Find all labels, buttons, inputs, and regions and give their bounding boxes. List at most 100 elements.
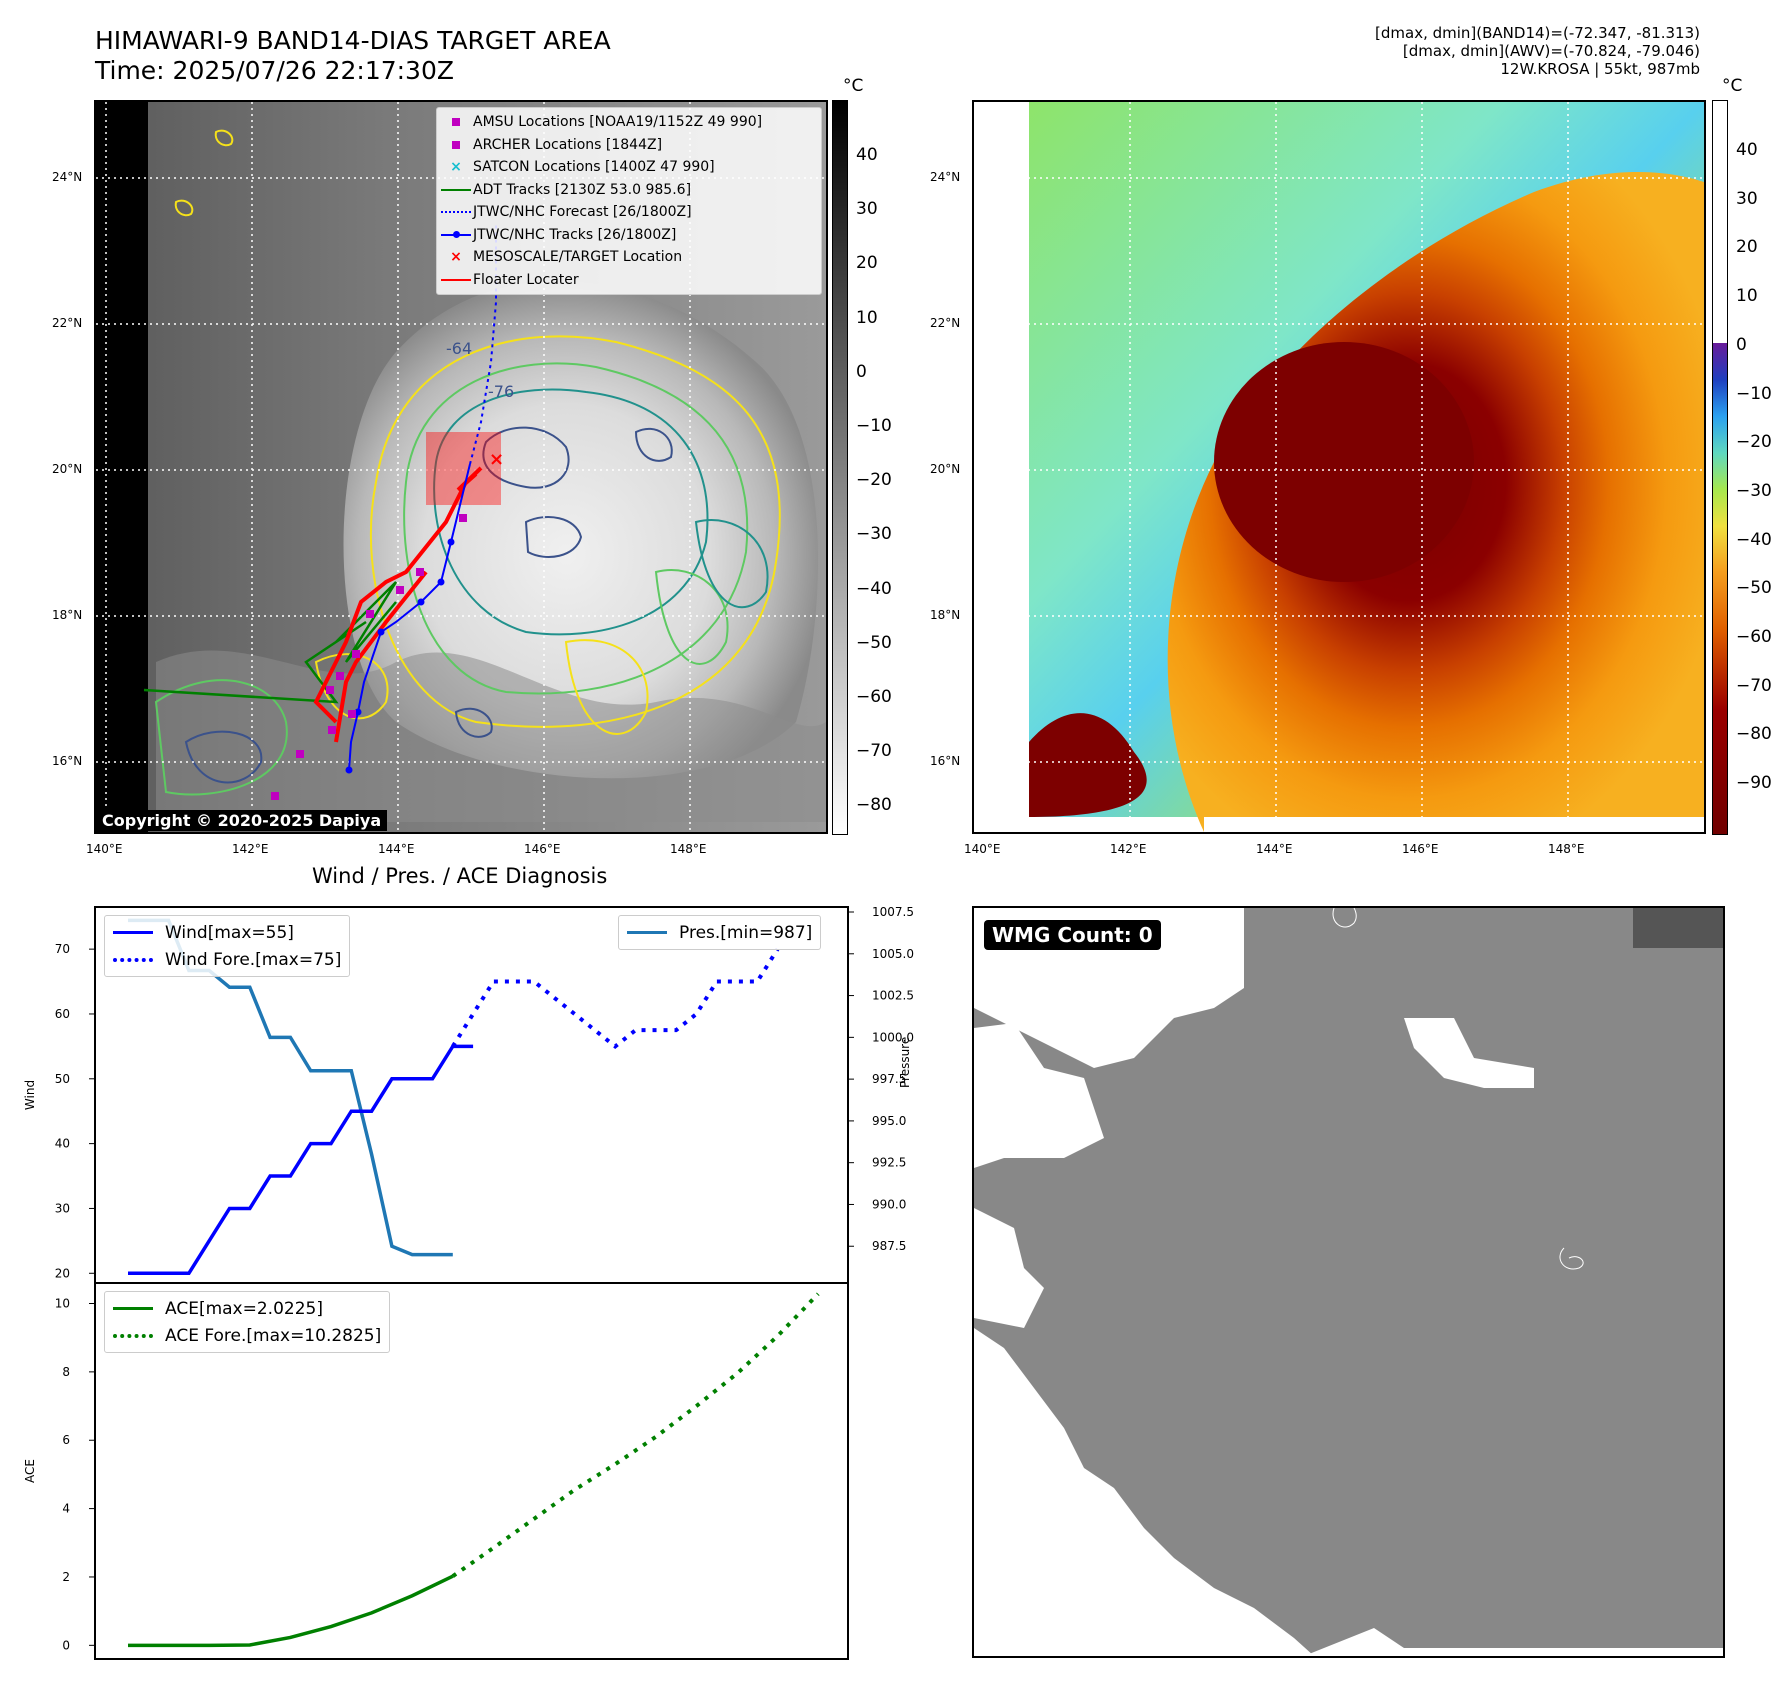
awv-map-svg [974, 102, 1704, 832]
legend-wind: Wind[max=55] [113, 919, 341, 946]
colorbar-right-tick: −50 [1736, 578, 1772, 599]
wind-ylabel: Wind [23, 1080, 37, 1110]
lat-tick: 22°N [930, 316, 961, 330]
ace-plot-frame [94, 1282, 849, 1660]
lat-tick: 20°N [930, 462, 961, 476]
wind-ytick-label: 60 [55, 1007, 70, 1021]
ace-ylabel: ACE [23, 1459, 37, 1483]
pressure-ytick-label: 995.0 [872, 1114, 906, 1128]
colorbar-left-tick: −50 [856, 632, 892, 653]
lon-tick: 144°E [378, 842, 415, 856]
legend-satcon: × SATCON Locations [1400Z 47 990] [439, 156, 819, 179]
lon-tick: 146°E [1402, 842, 1439, 856]
dotted-line-icon [113, 1333, 153, 1338]
wind-ytick-label: 30 [55, 1201, 70, 1215]
colorbar-right-tick: −70 [1736, 675, 1772, 696]
colorbar-right-tick: 20 [1736, 237, 1758, 258]
colorbar-left-tick: −30 [856, 524, 892, 545]
colorbar-left [832, 100, 848, 835]
ace-ytick-label: 6 [62, 1433, 70, 1447]
legend-ace: ACE[max=2.0225] [113, 1295, 381, 1322]
wind-ytick-label: 20 [55, 1266, 70, 1280]
lat-tick: 16°N [52, 754, 83, 768]
x-icon: × [450, 159, 462, 176]
lon-tick: 140°E [964, 842, 1001, 856]
title-line-2: Time: 2025/07/26 22:17:30Z [95, 56, 454, 85]
title-line-1: HIMAWARI-9 BAND14-DIAS TARGET AREA [95, 26, 611, 55]
colorbar-right-tick: −60 [1736, 627, 1772, 647]
x-icon: × [450, 249, 462, 266]
lat-tick: 22°N [52, 316, 83, 330]
info-line-3: 12W.KROSA | 55kt, 987mb [1500, 60, 1700, 78]
ace-series-line [128, 1574, 454, 1648]
awv-map-panel [972, 100, 1706, 834]
lon-tick: 142°E [232, 842, 269, 856]
pressure-ytick-label: 992.5 [872, 1156, 906, 1170]
lon-tick: 148°E [670, 842, 707, 856]
lat-tick: 16°N [930, 754, 961, 768]
chart-title: Wind / Pres. / ACE Diagnosis [312, 864, 608, 888]
lon-tick: 148°E [1548, 842, 1585, 856]
info-line-2: [dmax, dmin](AWV)=(-70.824, -79.046) [1402, 42, 1700, 60]
lat-tick: 24°N [52, 170, 83, 184]
solid-line-icon [113, 1307, 153, 1310]
ace-ytick-label: 4 [62, 1502, 70, 1516]
pressure-ytick-label: 1000.0 [872, 1030, 914, 1044]
pressure-ytick-label: 997.5 [872, 1072, 906, 1086]
storm-cloud-shield [343, 281, 819, 779]
legend-jtwc-forecast: JTWC/NHC Forecast [26/1800Z] [439, 201, 819, 224]
wmg-contour [1332, 908, 1357, 928]
wind-ytick-label: 70 [55, 942, 70, 956]
wmg-white-region [1404, 1018, 1534, 1088]
awv-core [1214, 342, 1474, 582]
lon-tick: 146°E [524, 842, 561, 856]
solid-line-icon [627, 931, 667, 934]
wind-marks: 20 30 40 50 60 70 987.5 990.0 992.5 995.0 997.5 100… [55, 905, 914, 1280]
colorbar-left-tick: −70 [856, 741, 892, 762]
colorbar-left-tick: 20 [856, 253, 878, 274]
wmg-white-region [974, 1208, 1044, 1328]
jtwc-track [348, 463, 471, 771]
wind-ytick-label: 50 [55, 1072, 70, 1086]
storm-info: [dmax, dmin](BAND14)=(-72.347, -81.313) … [1375, 24, 1700, 78]
wmg-contour [1559, 1247, 1584, 1270]
colorbar-right-tick: −10 [1736, 383, 1772, 404]
band14-map-panel: -64 -76 × AMS [94, 100, 828, 834]
copyright-label: Copyright © 2020-2025 Dapiya [96, 810, 388, 831]
contour-label-neg76: -76 [488, 382, 514, 401]
ace-ytick-label: 10 [55, 1297, 70, 1311]
legend-wind-forecast: Wind Fore.[max=75] [113, 946, 341, 973]
legend-target: × MESOSCALE/TARGET Location [439, 246, 819, 269]
map-legend: AMSU Locations [NOAA19/1152Z 49 990] ARC… [436, 107, 822, 295]
square-icon [439, 118, 473, 127]
colorbar-left-tick: −80 [856, 795, 892, 816]
ace-marks: 0 2 4 6 8 10 [55, 1292, 820, 1652]
lat-tick: 18°N [930, 608, 961, 622]
line-icon [439, 278, 473, 281]
legend-jtwc-tracks: JTWC/NHC Tracks [26/1800Z] [439, 224, 819, 247]
pressure-ytick-label: 1005.0 [872, 947, 914, 961]
no-data-strip [96, 102, 148, 832]
line-dot-icon [439, 230, 473, 238]
awv-gridlines [974, 102, 1704, 832]
ace-ytick-label: 0 [62, 1638, 70, 1652]
colorbar-right [1712, 100, 1728, 835]
ace-ytick-label: 8 [62, 1365, 70, 1379]
main-title: HIMAWARI-9 BAND14-DIAS TARGET AREA Time:… [95, 26, 611, 86]
ace-ytick-label: 2 [62, 1570, 70, 1584]
colorbar-right-tick: −90 [1736, 773, 1772, 794]
wmg-white-region [974, 1328, 1314, 1656]
legend-pressure: Pres.[min=987] [627, 919, 812, 946]
colorbar-right-tick: 40 [1736, 140, 1758, 160]
legend-adt: ADT Tracks [2130Z 53.0 985.6] [439, 179, 819, 202]
southern-cloud [156, 650, 826, 822]
legend-floater: Floater Locater [439, 269, 819, 292]
pressure-axis-label: Pressure [898, 1036, 912, 1088]
colorbar-left-tick: 30 [856, 199, 878, 220]
contour-label-neg64: -64 [446, 339, 472, 358]
dotted-line-icon [113, 957, 153, 962]
colorbar-left-unit: °C [843, 76, 864, 96]
lon-tick: 140°E [86, 842, 123, 856]
wmg-white-region [1304, 1628, 1723, 1656]
amsu-archer-points [271, 514, 467, 800]
